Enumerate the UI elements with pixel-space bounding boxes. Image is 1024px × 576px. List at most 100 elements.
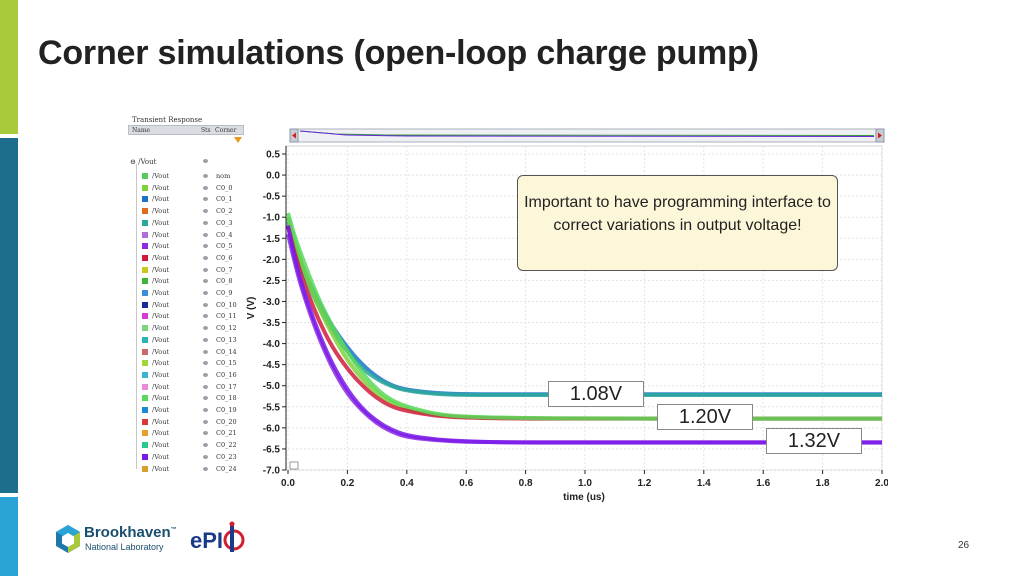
eye-icon[interactable] bbox=[203, 197, 208, 202]
signal-color-swatch bbox=[142, 243, 148, 250]
signal-row[interactable]: /Vout C0_21 bbox=[128, 428, 244, 439]
column-header-sts[interactable]: Sts bbox=[201, 127, 211, 134]
eye-icon[interactable] bbox=[203, 419, 208, 424]
signal-row[interactable]: /Vout C0_16 bbox=[128, 370, 244, 381]
signal-corner: C0_22 bbox=[216, 441, 237, 450]
signal-row[interactable]: /Vout C0_15 bbox=[128, 358, 244, 369]
signal-row[interactable]: /Vout C0_20 bbox=[128, 417, 244, 428]
signal-row[interactable]: /Vout C0_9 bbox=[128, 288, 244, 299]
signal-row[interactable]: /Vout C0_22 bbox=[128, 440, 244, 451]
eye-icon[interactable] bbox=[203, 255, 208, 260]
signal-row[interactable]: /Vout C0_14 bbox=[128, 347, 244, 358]
parent-signal[interactable]: ⊖ /Vout bbox=[130, 158, 208, 166]
scroll-right-arrow-icon[interactable] bbox=[878, 132, 882, 139]
signal-corner: C0_15 bbox=[216, 359, 237, 368]
signal-row[interactable]: /Vout C0_2 bbox=[128, 206, 244, 217]
signal-row[interactable]: /Vout nom bbox=[128, 171, 244, 182]
eye-icon[interactable] bbox=[203, 396, 208, 401]
eye-icon[interactable] bbox=[203, 279, 208, 284]
scroll-left-arrow-icon[interactable] bbox=[292, 132, 296, 139]
signal-name: /Vout bbox=[152, 265, 169, 274]
eye-icon[interactable] bbox=[203, 443, 208, 448]
y-tick-label: -2.5 bbox=[263, 276, 281, 287]
accent-strip-cyan bbox=[0, 497, 18, 576]
y-tick-label: -5.0 bbox=[263, 381, 281, 392]
signal-corner: C0_20 bbox=[216, 417, 237, 426]
signal-corner: C0_5 bbox=[216, 242, 233, 251]
signal-color-swatch bbox=[142, 196, 148, 203]
y-tick-label: -3.5 bbox=[263, 318, 281, 329]
eye-icon[interactable] bbox=[203, 454, 208, 459]
eye-icon[interactable] bbox=[203, 384, 208, 389]
eye-icon[interactable] bbox=[203, 466, 208, 471]
page-number: 26 bbox=[958, 540, 970, 551]
voltage-label-108: 1.08V bbox=[548, 381, 644, 407]
signal-row[interactable]: /Vout C0_8 bbox=[128, 276, 244, 287]
series-line-6 bbox=[286, 225, 882, 445]
signal-row[interactable]: /Vout C0_12 bbox=[128, 323, 244, 334]
y-tick-label: -1.5 bbox=[263, 234, 281, 245]
signal-name: /Vout bbox=[152, 277, 169, 286]
eye-icon[interactable] bbox=[203, 337, 208, 342]
x-tick-label: 1.0 bbox=[578, 478, 592, 489]
signal-name: /Vout bbox=[152, 289, 169, 297]
signal-row[interactable]: /Vout C0_3 bbox=[128, 218, 244, 229]
signal-row[interactable]: /Vout C0_4 bbox=[128, 230, 244, 241]
signal-corner: C0_21 bbox=[216, 429, 237, 438]
accent-strip-teal bbox=[0, 138, 18, 493]
eye-icon[interactable] bbox=[203, 220, 208, 225]
signal-color-swatch bbox=[142, 371, 148, 378]
eye-icon[interactable] bbox=[203, 349, 208, 354]
browser-title: Transient Response bbox=[132, 116, 203, 124]
signal-row[interactable]: /Vout C0_7 bbox=[128, 265, 244, 276]
signal-name: /Vout bbox=[152, 382, 169, 391]
eye-icon[interactable] bbox=[203, 431, 208, 436]
svg-text:ePI: ePI bbox=[190, 528, 223, 553]
eye-icon[interactable] bbox=[203, 302, 208, 307]
signal-row[interactable]: /Vout C0_24 bbox=[128, 464, 244, 475]
signal-corner: C0_6 bbox=[216, 253, 233, 262]
chart-scrollbar[interactable] bbox=[289, 128, 885, 143]
signal-browser: Transient Response Name Sts Corner ⊖ /Vo… bbox=[128, 116, 244, 475]
column-header-corner[interactable]: Corner bbox=[215, 127, 237, 134]
signal-row[interactable]: /Vout C0_11 bbox=[128, 311, 244, 322]
signal-name: /Vout bbox=[152, 230, 169, 239]
y-tick-label: -0.5 bbox=[263, 192, 281, 203]
signal-corner: C0_3 bbox=[216, 218, 233, 227]
eye-icon[interactable] bbox=[203, 174, 208, 178]
eye-icon[interactable] bbox=[203, 159, 208, 163]
signal-color-swatch bbox=[142, 184, 148, 191]
accent-strip-green bbox=[0, 0, 18, 134]
signal-row[interactable]: /Vout C0_0 bbox=[128, 183, 244, 194]
eye-icon[interactable] bbox=[203, 185, 208, 190]
corner-handle-icon[interactable] bbox=[289, 461, 299, 470]
signal-color-swatch bbox=[142, 301, 148, 308]
eye-icon[interactable] bbox=[203, 372, 208, 377]
column-header-name[interactable]: Name bbox=[132, 127, 151, 134]
eye-icon[interactable] bbox=[203, 408, 208, 412]
filter-icon[interactable] bbox=[234, 137, 242, 143]
eye-icon[interactable] bbox=[203, 326, 208, 331]
signal-row[interactable]: /Vout C0_17 bbox=[128, 382, 244, 393]
eye-icon[interactable] bbox=[203, 267, 208, 272]
eye-icon[interactable] bbox=[203, 314, 208, 319]
signal-corner: C0_10 bbox=[216, 300, 237, 309]
signal-row[interactable]: /Vout C0_6 bbox=[128, 253, 244, 264]
signal-row[interactable]: /Vout C0_5 bbox=[128, 241, 244, 252]
eye-icon[interactable] bbox=[203, 244, 208, 249]
signal-row[interactable]: /Vout C0_13 bbox=[128, 335, 244, 346]
signal-name: /Vout bbox=[152, 195, 169, 204]
signal-row[interactable]: /Vout C0_10 bbox=[128, 300, 244, 311]
signal-row[interactable]: /Vout C0_19 bbox=[128, 405, 244, 416]
tree-line bbox=[136, 164, 137, 469]
signal-corner: C0_23 bbox=[216, 452, 237, 461]
eye-icon[interactable] bbox=[203, 232, 208, 237]
eye-icon[interactable] bbox=[203, 209, 208, 214]
signal-row[interactable]: /Vout C0_23 bbox=[128, 452, 244, 463]
signal-row[interactable]: /Vout C0_18 bbox=[128, 393, 244, 404]
eye-icon[interactable] bbox=[203, 361, 208, 366]
signal-color-swatch bbox=[142, 325, 148, 332]
eye-icon[interactable] bbox=[203, 291, 208, 295]
signal-row[interactable]: /Vout C0_1 bbox=[128, 194, 244, 205]
y-tick-label: -4.0 bbox=[263, 339, 281, 350]
